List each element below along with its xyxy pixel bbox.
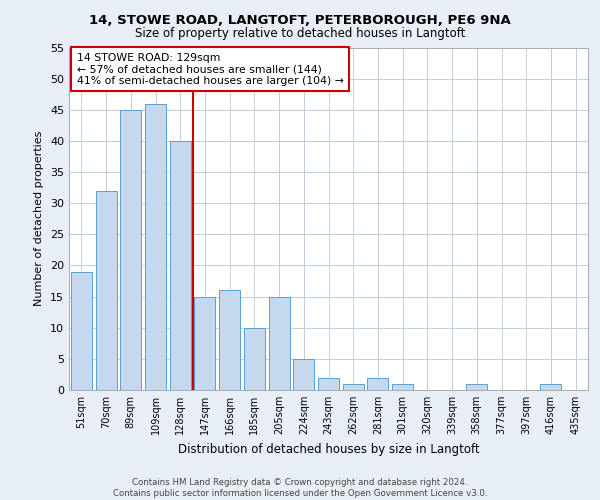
Text: Size of property relative to detached houses in Langtoft: Size of property relative to detached ho…: [135, 28, 465, 40]
Bar: [219, 290, 240, 390]
Bar: [170, 141, 191, 390]
Bar: [244, 328, 265, 390]
Bar: [392, 384, 413, 390]
Bar: [343, 384, 364, 390]
Bar: [95, 190, 116, 390]
Bar: [120, 110, 141, 390]
Bar: [145, 104, 166, 390]
Text: Contains HM Land Registry data © Crown copyright and database right 2024.
Contai: Contains HM Land Registry data © Crown c…: [113, 478, 487, 498]
Bar: [269, 296, 290, 390]
Bar: [293, 359, 314, 390]
Bar: [194, 296, 215, 390]
Y-axis label: Number of detached properties: Number of detached properties: [34, 131, 44, 306]
Text: 14 STOWE ROAD: 129sqm
← 57% of detached houses are smaller (144)
41% of semi-det: 14 STOWE ROAD: 129sqm ← 57% of detached …: [77, 52, 344, 86]
Bar: [541, 384, 562, 390]
X-axis label: Distribution of detached houses by size in Langtoft: Distribution of detached houses by size …: [178, 442, 479, 456]
Bar: [71, 272, 92, 390]
Bar: [367, 378, 388, 390]
Bar: [466, 384, 487, 390]
Text: 14, STOWE ROAD, LANGTOFT, PETERBOROUGH, PE6 9NA: 14, STOWE ROAD, LANGTOFT, PETERBOROUGH, …: [89, 14, 511, 27]
Bar: [318, 378, 339, 390]
